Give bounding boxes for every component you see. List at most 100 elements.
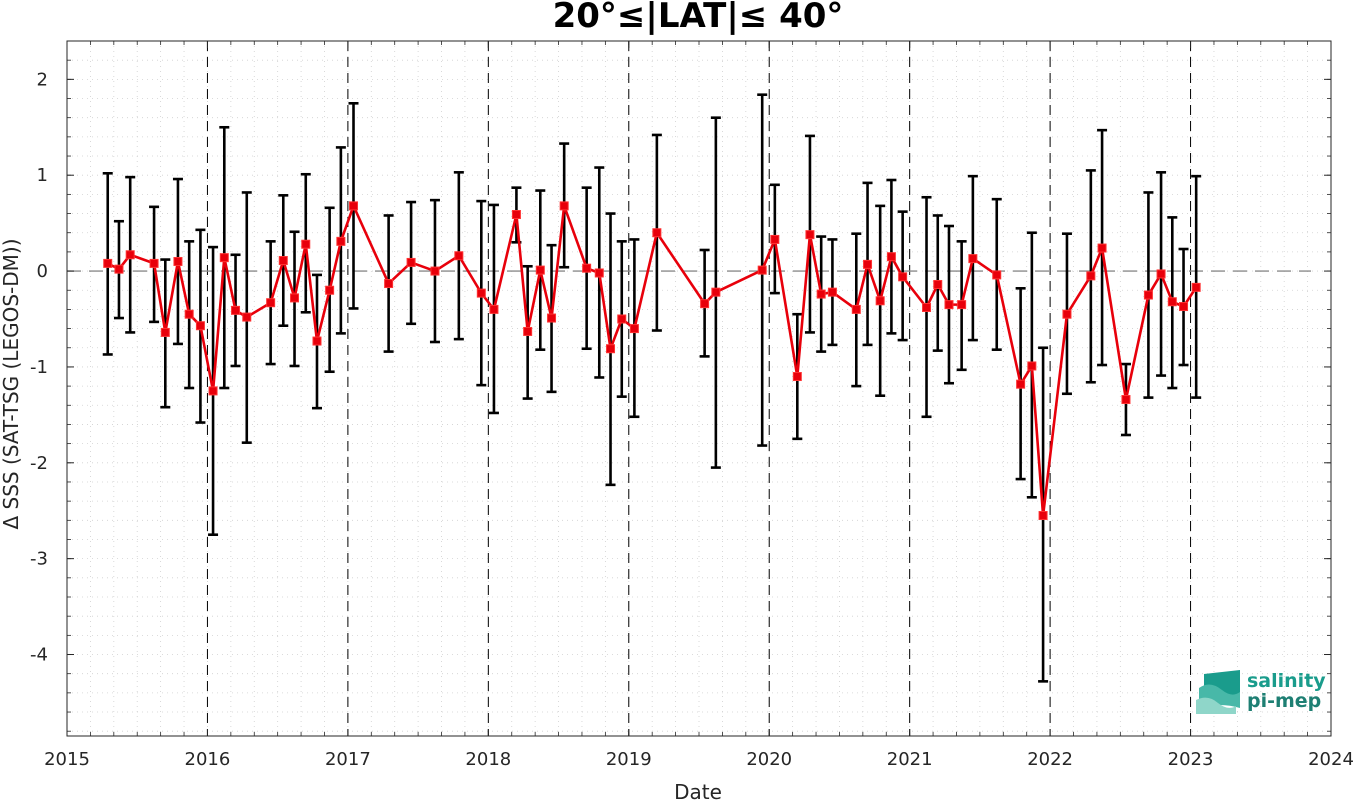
data-markers bbox=[103, 201, 1201, 521]
data-point bbox=[711, 287, 721, 297]
x-tick-label: 2016 bbox=[185, 749, 231, 770]
data-point bbox=[559, 201, 569, 211]
data-point bbox=[1038, 511, 1048, 521]
data-point bbox=[827, 287, 837, 297]
x-axis-label: Date bbox=[674, 780, 722, 801]
data-point bbox=[454, 251, 464, 261]
data-point bbox=[349, 201, 359, 211]
data-point bbox=[406, 257, 416, 267]
y-tick-label: -2 bbox=[30, 453, 48, 474]
data-point bbox=[125, 250, 135, 260]
data-point bbox=[535, 265, 545, 275]
data-point bbox=[278, 256, 288, 266]
data-point bbox=[617, 314, 627, 324]
data-point bbox=[582, 263, 592, 273]
data-point bbox=[547, 313, 557, 323]
axis-ticks bbox=[66, 40, 1332, 736]
data-point bbox=[594, 268, 604, 278]
data-point bbox=[851, 304, 861, 314]
x-tick-label: 2017 bbox=[325, 749, 371, 770]
y-tick-label: -3 bbox=[30, 549, 48, 570]
data-point bbox=[606, 344, 616, 354]
data-point bbox=[195, 321, 205, 331]
x-tick-label: 2023 bbox=[1168, 749, 1214, 770]
data-point bbox=[816, 289, 826, 299]
data-point bbox=[1167, 297, 1177, 307]
x-tick-label: 2015 bbox=[44, 749, 90, 770]
data-point bbox=[1156, 269, 1166, 279]
data-point bbox=[476, 288, 486, 298]
data-point bbox=[875, 296, 885, 306]
y-tick-label: -1 bbox=[30, 357, 48, 378]
data-point bbox=[898, 272, 908, 282]
year-boundary-lines bbox=[206, 41, 1192, 736]
data-point bbox=[219, 253, 229, 263]
y-tick-label: 2 bbox=[37, 69, 48, 90]
data-point bbox=[523, 326, 533, 336]
data-point bbox=[325, 285, 335, 295]
data-point bbox=[184, 309, 194, 319]
data-point bbox=[103, 258, 113, 268]
data-point bbox=[1179, 302, 1189, 312]
data-point bbox=[757, 265, 767, 275]
x-tick-labels: 2015 2016 2017 2018 2019 2020 2021 2022 2023 2024 bbox=[44, 749, 1354, 770]
data-point bbox=[886, 252, 896, 262]
data-point bbox=[1086, 271, 1096, 281]
data-point bbox=[805, 230, 815, 240]
y-axis-label: Δ SSS (SAT-TSG (LEGOS-DM)) bbox=[0, 238, 23, 529]
data-point bbox=[792, 372, 802, 382]
x-tick-label: 2022 bbox=[1027, 749, 1073, 770]
data-point bbox=[700, 299, 710, 309]
y-tick-label: 0 bbox=[37, 261, 48, 282]
data-point bbox=[863, 259, 873, 269]
data-point bbox=[1097, 243, 1107, 253]
data-point bbox=[922, 302, 932, 312]
data-point bbox=[1027, 361, 1037, 371]
y-tick-label: -4 bbox=[30, 645, 48, 666]
data-point bbox=[489, 304, 499, 314]
data-point bbox=[290, 293, 300, 303]
data-point bbox=[301, 239, 311, 249]
wave-logo-icon bbox=[1196, 670, 1240, 714]
data-point bbox=[114, 264, 124, 274]
x-tick-label: 2020 bbox=[746, 749, 792, 770]
data-point bbox=[231, 305, 241, 315]
logo-text-line2: pi-mep bbox=[1247, 690, 1321, 712]
data-point bbox=[384, 279, 394, 289]
x-tick-label: 2024 bbox=[1308, 749, 1354, 770]
data-point bbox=[173, 256, 183, 266]
x-tick-label: 2021 bbox=[887, 749, 933, 770]
data-point bbox=[652, 228, 662, 238]
logo-text-line1: salinity bbox=[1247, 670, 1326, 692]
data-point bbox=[629, 324, 639, 334]
data-point bbox=[160, 327, 170, 337]
x-tick-label: 2019 bbox=[606, 749, 652, 770]
y-tick-label: 1 bbox=[37, 165, 48, 186]
data-point bbox=[1121, 395, 1131, 405]
data-point bbox=[770, 234, 780, 244]
data-point bbox=[957, 300, 967, 310]
x-tick-label: 2018 bbox=[465, 749, 511, 770]
data-point bbox=[430, 266, 440, 276]
salinity-pimep-logo: salinity pi-mep bbox=[1196, 670, 1326, 714]
data-point bbox=[933, 279, 943, 289]
data-point bbox=[1191, 282, 1201, 292]
data-point bbox=[312, 336, 322, 346]
data-point bbox=[149, 258, 159, 268]
data-point bbox=[1016, 379, 1026, 389]
data-point bbox=[1062, 309, 1072, 319]
data-point bbox=[242, 312, 252, 322]
chart-title: 20°≤|LAT|≤ 40° bbox=[553, 0, 844, 36]
data-point bbox=[1143, 290, 1153, 300]
data-point bbox=[992, 270, 1002, 280]
data-point bbox=[511, 210, 521, 220]
data-point bbox=[266, 298, 276, 308]
y-tick-labels: 2 1 0 -1 -2 -3 -4 bbox=[30, 69, 48, 665]
data-point bbox=[208, 386, 218, 396]
data-point bbox=[968, 254, 978, 264]
data-point bbox=[944, 300, 954, 310]
error-bars bbox=[102, 93, 1202, 683]
minor-grid bbox=[66, 40, 1332, 736]
data-point bbox=[336, 236, 346, 246]
